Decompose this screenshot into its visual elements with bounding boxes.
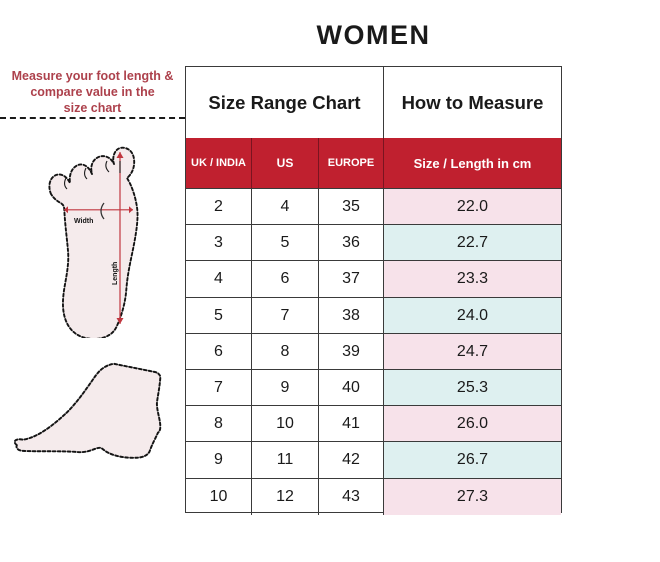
svg-text:Length: Length [112, 262, 119, 285]
svg-text:Width: Width [74, 218, 93, 225]
